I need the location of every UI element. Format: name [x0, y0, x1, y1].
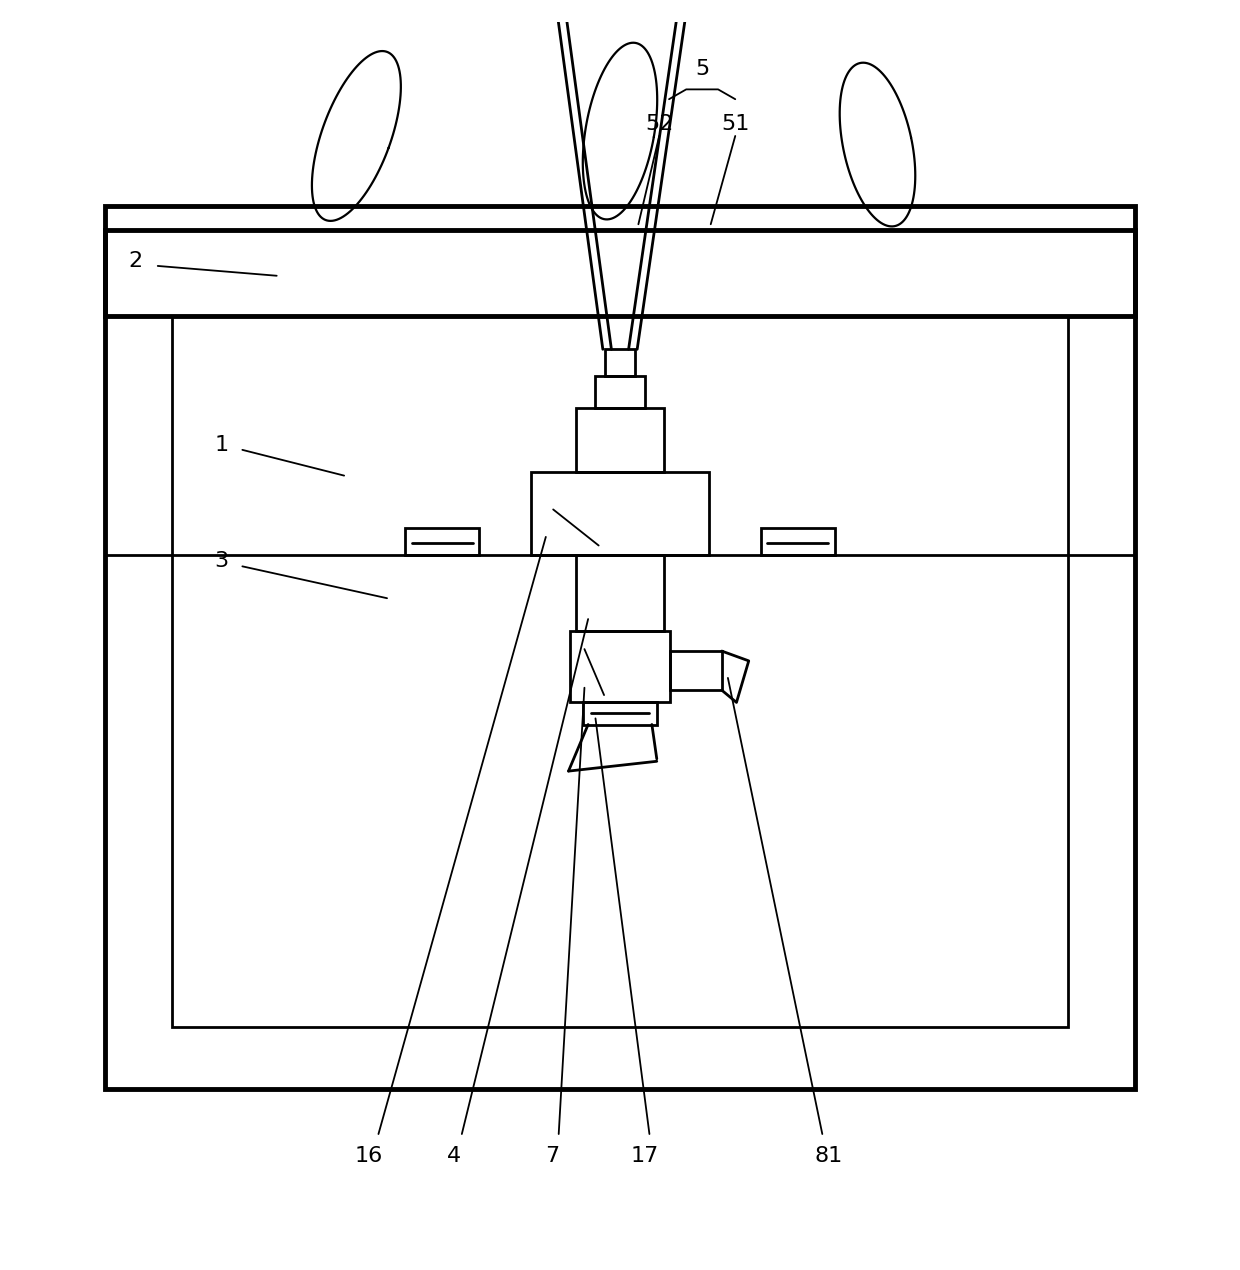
Text: 5: 5	[696, 58, 709, 79]
Text: 52: 52	[645, 114, 673, 133]
Bar	[605, 349, 635, 376]
Text: 17: 17	[630, 1146, 658, 1166]
Bar	[575, 555, 665, 631]
Text: 3: 3	[215, 551, 228, 572]
Text: 4: 4	[448, 1146, 461, 1166]
Bar	[405, 528, 479, 555]
Bar	[595, 376, 645, 408]
Bar	[569, 631, 671, 702]
Bar	[671, 652, 722, 690]
Text: 2: 2	[129, 251, 143, 271]
Text: 1: 1	[215, 434, 228, 455]
Bar	[761, 528, 835, 555]
Bar	[583, 702, 657, 724]
Text: 81: 81	[815, 1146, 842, 1166]
Text: 7: 7	[546, 1146, 559, 1166]
Text: 51: 51	[722, 114, 749, 133]
Bar	[172, 316, 1068, 1027]
Bar	[531, 472, 709, 555]
Bar	[575, 408, 665, 472]
Text: 16: 16	[355, 1146, 383, 1166]
Bar	[105, 230, 1135, 316]
Bar	[105, 206, 1135, 1088]
